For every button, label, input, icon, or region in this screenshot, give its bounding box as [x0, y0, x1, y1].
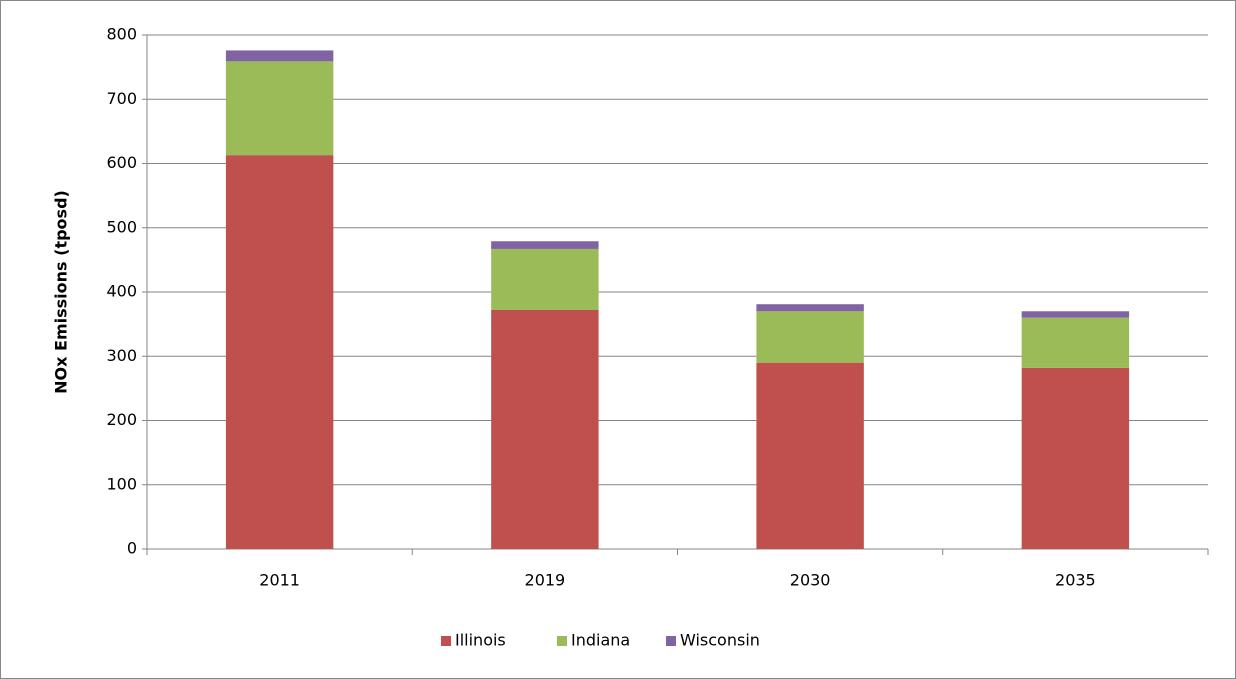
y-tick-label: 200 — [106, 410, 137, 429]
legend-label: Wisconsin — [680, 631, 760, 650]
bar-segment — [491, 248, 599, 310]
x-tick-label: 2035 — [1055, 571, 1096, 590]
bar-segment — [225, 61, 334, 156]
bar-segment — [225, 155, 334, 549]
x-tick-label: 2030 — [790, 571, 831, 590]
x-tick-label: 2019 — [525, 571, 566, 590]
y-axis-title: NOx Emissions (tposd) — [52, 190, 71, 394]
bar-segment — [225, 50, 334, 62]
bar-segment — [1021, 317, 1130, 368]
y-tick-label: 700 — [106, 89, 137, 108]
y-tick-label: 100 — [106, 474, 137, 493]
legend-swatch — [441, 636, 451, 646]
y-tick-label: 400 — [106, 282, 137, 301]
bar-segment — [756, 304, 864, 312]
bar-segment — [491, 241, 599, 249]
bar-segment — [1021, 311, 1130, 318]
bar-segment — [756, 311, 864, 363]
legend-label: Illinois — [455, 631, 506, 650]
bar-segment — [756, 362, 864, 549]
legend-swatch — [666, 636, 676, 646]
y-tick-label: 800 — [106, 25, 137, 44]
y-tick-label: 300 — [106, 346, 137, 365]
y-tick-label: 0 — [127, 539, 137, 558]
legend-swatch — [557, 636, 567, 646]
x-tick-label: 2011 — [259, 571, 300, 590]
legend-label: Indiana — [571, 631, 630, 650]
bar-segment — [491, 309, 599, 549]
y-tick-label: 600 — [106, 153, 137, 172]
y-tick-label: 500 — [106, 217, 137, 236]
bar-segment — [1021, 367, 1130, 549]
